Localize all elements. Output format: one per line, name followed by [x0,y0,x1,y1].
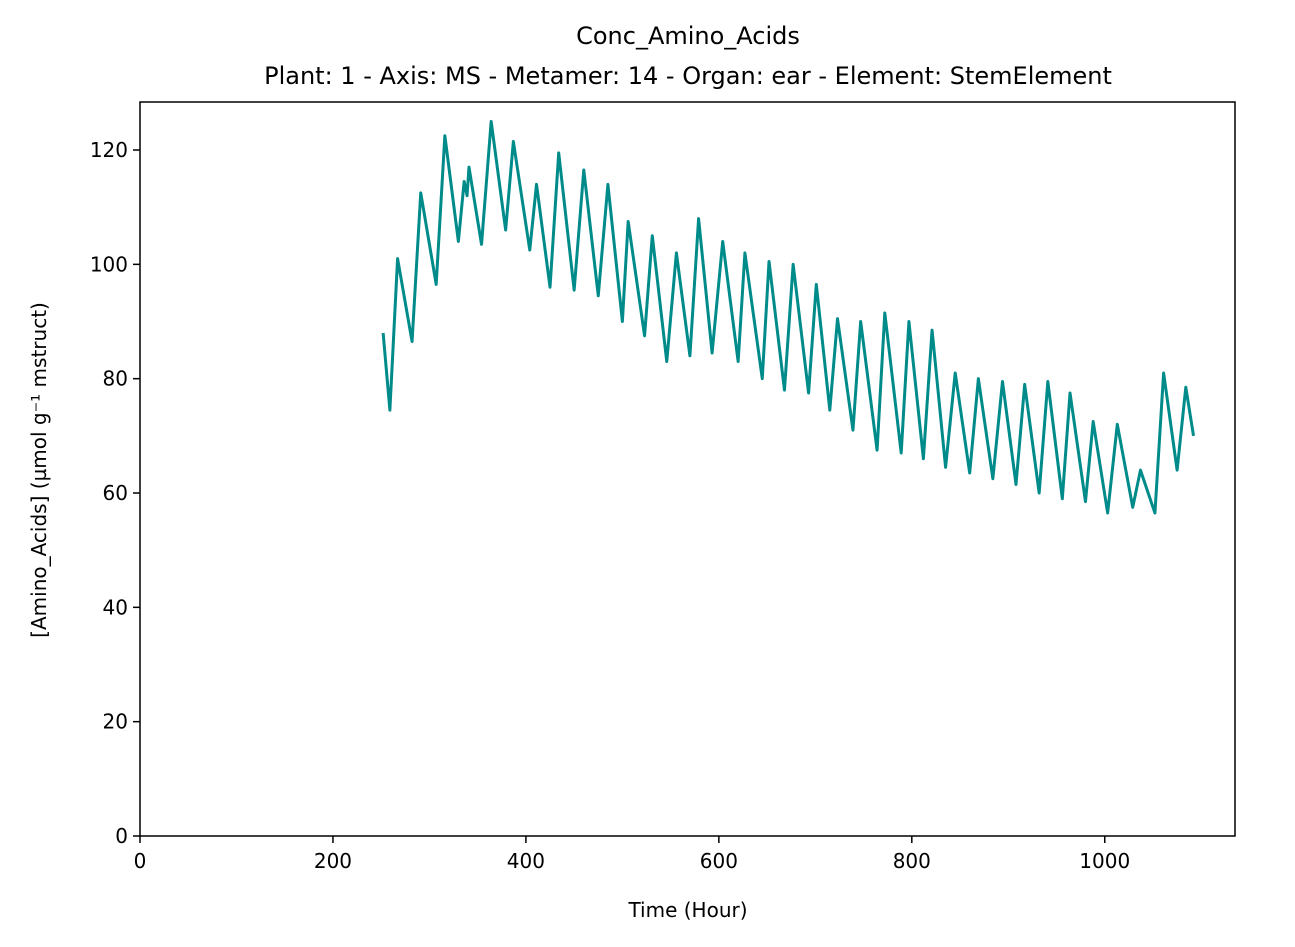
chart-title: Conc_Amino_Acids [576,22,800,50]
x-tick-label: 200 [314,849,352,873]
chart-subtitle: Plant: 1 - Axis: MS - Metamer: 14 - Orga… [264,62,1112,90]
y-tick-label: 0 [115,824,128,848]
x-tick-label: 1000 [1079,849,1130,873]
x-tick-label: 800 [893,849,931,873]
y-axis-label: [Amino_Acids] (µmol g⁻¹ mstruct) [27,302,51,638]
x-axis-label: Time (Hour) [627,898,747,922]
x-tick-label: 0 [134,849,147,873]
plot-frame [139,101,1236,837]
y-tick-label: 120 [90,138,128,162]
y-tick-label: 100 [90,252,128,276]
y-tick-label: 80 [103,367,128,391]
y-tick-label: 60 [103,481,128,505]
x-tick-label: 400 [507,849,545,873]
y-tick-label: 40 [103,595,128,619]
data-line [381,119,1196,515]
y-tick-label: 20 [103,710,128,734]
x-tick-label: 600 [700,849,738,873]
